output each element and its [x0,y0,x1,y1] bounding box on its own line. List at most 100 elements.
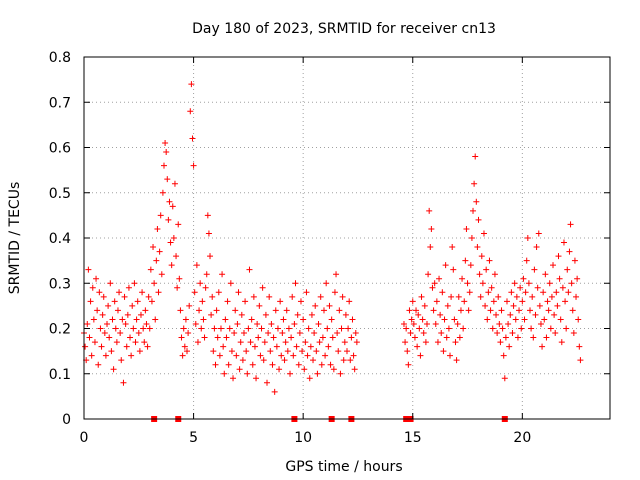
data-point [519,298,526,305]
data-point [300,316,307,323]
data-point [491,271,498,278]
data-point [165,216,172,223]
data-point [302,339,309,346]
data-point [353,339,360,346]
data-point [524,235,531,241]
data-point [102,352,109,359]
data-point [553,289,560,296]
data-point [464,280,471,287]
data-point [290,352,297,359]
data-point [208,311,215,318]
data-point [528,325,535,332]
data-point [573,293,580,300]
data-point [429,284,436,291]
data-point [155,289,162,296]
data-point [313,348,320,355]
data-point [447,352,454,359]
data-point [199,298,206,305]
data-point [177,307,184,314]
data-point [214,334,221,341]
data-point [414,343,421,350]
data-point [552,330,559,337]
data-point [288,334,295,341]
data-point [248,316,255,323]
data-point [344,348,350,355]
data-point [258,325,265,332]
data-point [157,212,164,219]
data-point [569,307,576,314]
data-point [251,343,258,350]
data-point [518,325,525,332]
data-point [304,352,311,359]
data-point [101,330,108,337]
data-point [295,361,302,368]
data-point [209,293,216,300]
data-point [134,298,141,305]
data-point [430,307,437,314]
data-point [541,316,548,323]
data-point [113,339,120,346]
data-point [537,320,544,327]
data-point [562,298,569,305]
data-point [190,162,197,169]
data-point [522,289,529,296]
data-point [127,334,134,341]
data-point [468,235,475,241]
data-point [319,334,326,341]
data-point [334,330,341,337]
data-point [318,361,325,368]
y-tick-label: 0.5 [49,186,71,202]
data-point [338,325,345,332]
data-point [114,307,121,314]
data-point [84,320,91,327]
data-point [139,289,146,296]
data-point [554,302,561,309]
data-point [188,81,195,88]
data-point [350,352,357,359]
y-tick-label: 0.6 [49,141,71,157]
data-point [467,262,474,269]
data-point [95,361,102,368]
data-point [442,262,449,269]
data-point [450,266,457,273]
data-point [267,348,274,355]
data-point [93,275,100,282]
data-point [325,343,332,350]
data-point [240,330,247,337]
data-point [98,343,105,350]
data-point [178,334,185,341]
data-point [436,275,443,282]
data-point [345,325,352,332]
data-point [224,298,231,305]
data-point [128,352,135,359]
data-point [480,230,487,237]
data-point [86,334,93,341]
data-point [511,280,518,287]
data-point [217,325,224,332]
data-point [461,298,468,305]
data-point [548,293,555,300]
data-point [517,284,524,291]
data-point [546,280,553,287]
data-point [276,366,283,373]
data-point [544,298,551,305]
data-point [271,388,278,395]
data-point [527,307,534,314]
data-point [487,307,494,314]
data-point [500,352,507,359]
data-point [475,216,482,223]
data-point [233,352,240,359]
data-point [466,289,473,296]
y-tick-label: 0.1 [49,367,71,383]
data-point [419,316,426,323]
data-point [152,316,159,323]
data-point [186,302,193,309]
data-point [575,316,582,323]
data-point [472,153,479,160]
data-point [163,149,170,156]
data-point [331,289,338,296]
data-point [550,262,557,269]
data-point [204,212,211,219]
data-point [264,379,271,386]
x-tick-label: 20 [513,430,531,446]
